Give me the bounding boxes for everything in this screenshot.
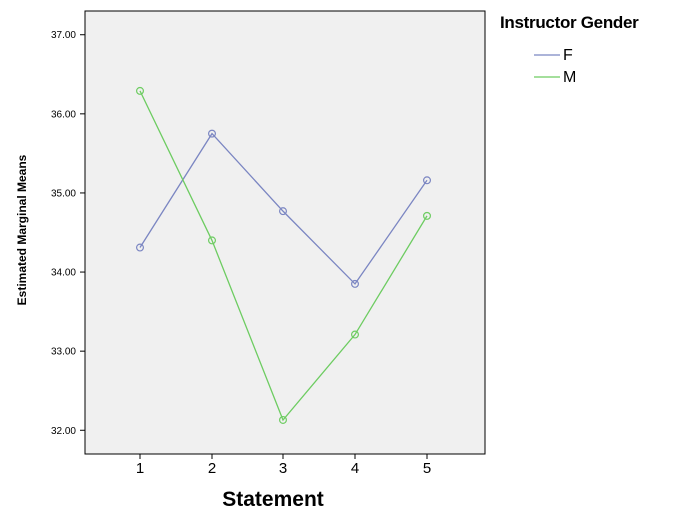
plot-area bbox=[84, 10, 486, 455]
y-tick-label: 33.00 bbox=[51, 347, 76, 358]
y-tick-label: 34.00 bbox=[51, 268, 76, 279]
x-tick-label: 3 bbox=[279, 460, 287, 477]
x-axis-title: Statement bbox=[222, 488, 324, 511]
x-axis: 1 2 3 4 5 bbox=[136, 454, 431, 477]
data-point-f bbox=[423, 176, 432, 185]
y-axis: 32.00 33.00 34.00 35.00 36.00 37.00 bbox=[51, 30, 85, 437]
data-point-f bbox=[279, 207, 288, 216]
y-tick-label: 36.00 bbox=[51, 109, 76, 120]
legend-label-m: M bbox=[563, 69, 576, 86]
data-point-m bbox=[208, 236, 217, 245]
data-point-f bbox=[136, 243, 145, 252]
data-point-m bbox=[423, 211, 432, 220]
y-tick-label: 37.00 bbox=[51, 30, 76, 41]
data-point-f bbox=[351, 279, 360, 288]
data-point-m bbox=[279, 415, 288, 424]
y-axis-title: Estimated Marginal Means bbox=[15, 154, 29, 305]
legend: Instructor Gender FM bbox=[500, 13, 639, 86]
y-tick-label: 35.00 bbox=[51, 188, 76, 199]
series-line-f bbox=[139, 132, 428, 285]
x-tick-label: 2 bbox=[208, 460, 216, 477]
series-lines bbox=[139, 90, 428, 422]
legend-title: Instructor Gender bbox=[500, 13, 639, 32]
x-tick-label: 1 bbox=[136, 460, 144, 477]
series-points bbox=[136, 86, 432, 424]
x-tick-label: 5 bbox=[423, 460, 431, 477]
x-tick-label: 4 bbox=[351, 460, 359, 477]
data-point-m bbox=[351, 330, 360, 339]
series-line-m bbox=[139, 90, 428, 422]
legend-label-f: F bbox=[563, 47, 573, 64]
data-point-m bbox=[136, 86, 145, 95]
data-point-f bbox=[208, 129, 217, 138]
y-tick-label: 32.00 bbox=[51, 426, 76, 437]
